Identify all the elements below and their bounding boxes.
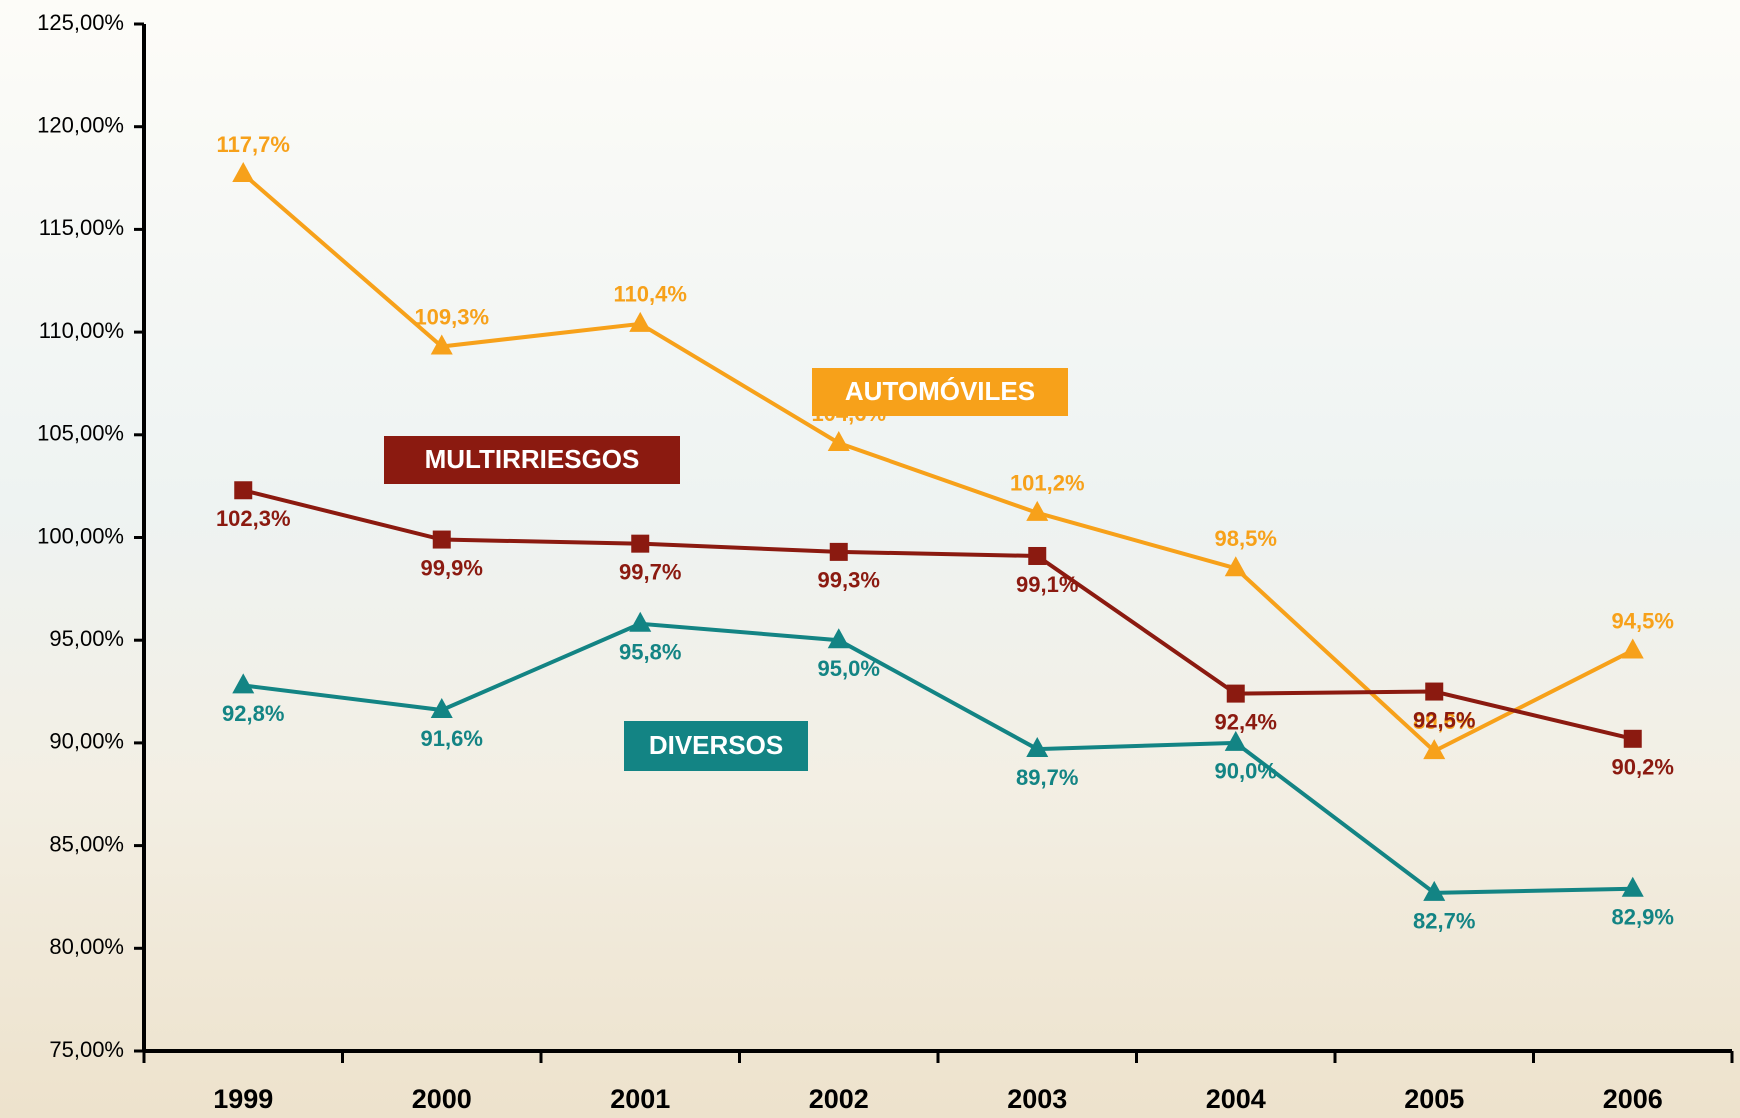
x-tick-label: 2005 [1404,1084,1464,1114]
chart: 75,00% 80,00% 85,00% 90,00% 95,00% 100,00% 105… [0,0,1740,1118]
value-label: 99,1% [1016,572,1078,597]
value-label: 101,2% [1010,471,1085,496]
value-label: 110,4% [614,282,687,307]
marker [1425,683,1443,701]
value-label: 92,4% [1215,709,1277,734]
legend-label: DIVERSOS [649,730,783,760]
value-label: 82,9% [1612,905,1674,930]
marker [234,481,252,499]
value-label: 117,7% [217,132,290,157]
x-tick-label: 2000 [412,1084,472,1114]
y-tick-label: 75,00% [49,1037,124,1062]
value-label: 90,2% [1612,755,1674,780]
value-label: 109,3% [414,304,489,329]
value-label: 94,5% [1612,608,1674,633]
value-label: 90,0% [1215,759,1277,784]
value-label: 95,0% [818,656,880,681]
legend-label: MULTIRRIESGOS [425,444,640,474]
value-label: 92,5% [1413,707,1475,732]
legend-label: AUTOMÓVILES [845,376,1035,406]
y-tick-label: 115,00% [39,215,124,240]
marker [433,531,451,549]
background [0,0,1740,1118]
y-tick-label: 80,00% [49,934,124,959]
x-tick-label: 1999 [213,1084,273,1114]
value-label: 91,6% [421,726,483,751]
value-label: 95,8% [619,640,681,665]
y-tick-label: 85,00% [49,831,124,856]
y-tick-label: 120,00% [37,113,124,138]
x-tick-label: 2002 [809,1084,869,1114]
value-label: 89,7% [1016,765,1078,790]
value-label: 102,3% [216,506,291,531]
x-tick-label: 2006 [1603,1084,1663,1114]
x-tick-label: 2001 [610,1084,670,1114]
value-label: 99,9% [421,555,483,580]
value-label: 92,8% [222,701,284,726]
y-tick-label: 95,00% [49,626,124,651]
x-tick-label: 2003 [1007,1084,1067,1114]
marker [1028,547,1046,565]
y-tick-label: 100,00% [37,523,124,548]
x-tick-label: 2004 [1206,1084,1266,1114]
marker [1227,685,1245,703]
y-tick-label: 110,00% [39,318,124,343]
value-label: 98,5% [1215,526,1277,551]
y-tick-label: 105,00% [37,421,124,446]
value-label: 99,3% [818,568,880,593]
marker [1624,730,1642,748]
marker [830,543,848,561]
y-tick-label: 90,00% [49,729,124,754]
marker [631,535,649,553]
y-tick-label: 125,00% [37,10,124,35]
value-label: 99,7% [619,559,681,584]
value-label: 82,7% [1413,909,1475,934]
